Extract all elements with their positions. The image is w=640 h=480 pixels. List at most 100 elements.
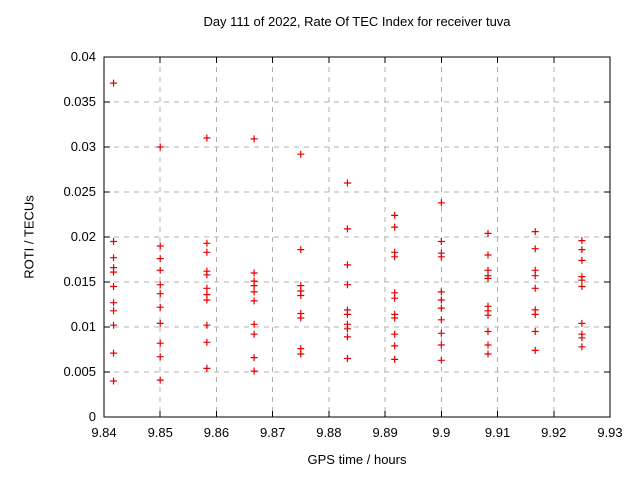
data-point-marker — [156, 281, 164, 289]
data-point-marker — [156, 353, 164, 361]
data-point-marker — [203, 284, 211, 292]
data-point-marker — [437, 238, 445, 245]
data-point-marker — [578, 246, 586, 254]
x-tick-label: 9.87 — [260, 425, 285, 440]
data-point-marker — [343, 281, 351, 289]
y-tick-label: 0.025 — [63, 184, 96, 199]
y-tick-label: 0.01 — [71, 319, 96, 334]
data-point-marker — [391, 314, 399, 322]
data-point-marker — [203, 239, 211, 247]
data-point-marker — [156, 242, 164, 250]
data-point-marker — [250, 135, 258, 143]
data-point-marker — [203, 296, 211, 304]
data-point-marker — [110, 307, 118, 315]
data-point-marker — [391, 223, 399, 231]
data-point-marker — [156, 266, 164, 274]
data-point-marker — [297, 246, 305, 254]
y-tick-label: 0.035 — [63, 94, 96, 109]
data-point-marker — [156, 319, 164, 327]
data-point-marker — [578, 237, 586, 245]
data-point-marker — [578, 276, 586, 284]
data-point-marker — [297, 150, 305, 158]
data-point-marker — [531, 346, 539, 354]
y-tick-label: 0 — [89, 409, 96, 424]
data-point-marker — [203, 134, 211, 142]
x-tick-label: 9.92 — [541, 425, 566, 440]
y-tick-label: 0.03 — [71, 139, 96, 154]
data-point-marker — [110, 377, 118, 385]
data-point-marker — [484, 274, 492, 282]
data-point-marker — [156, 339, 164, 347]
data-point-marker — [391, 330, 399, 338]
data-point-marker — [484, 311, 492, 319]
data-point-marker — [578, 334, 586, 342]
data-point-marker — [110, 349, 118, 357]
data-point-marker — [391, 253, 399, 261]
data-point-marker — [437, 329, 445, 337]
data-point-marker — [437, 341, 445, 349]
data-point-marker — [578, 256, 586, 264]
data-point-marker — [343, 310, 351, 318]
data-point-marker — [156, 143, 164, 151]
data-point-marker — [110, 299, 118, 307]
data-point-marker — [531, 245, 539, 253]
data-point-marker — [531, 328, 539, 335]
x-tick-label: 9.88 — [316, 425, 341, 440]
x-tick-label: 9.85 — [148, 425, 173, 440]
data-point-marker — [531, 228, 539, 236]
x-tick-label: 9.9 — [432, 425, 450, 440]
data-point-marker — [203, 321, 211, 329]
data-point-marker — [484, 328, 492, 335]
data-point-marker — [343, 325, 351, 333]
data-point-marker — [484, 251, 492, 259]
data-point-marker — [156, 290, 164, 298]
data-point-marker — [297, 314, 305, 322]
chart-title: Day 111 of 2022, Rate Of TEC Index for r… — [203, 14, 511, 29]
data-point-marker — [484, 350, 492, 358]
data-point-marker — [110, 321, 118, 329]
data-point-marker — [203, 364, 211, 372]
data-point-marker — [110, 254, 118, 262]
y-tick-label: 0.02 — [71, 229, 96, 244]
data-point-marker — [250, 297, 258, 305]
data-point-marker — [343, 355, 351, 362]
data-point-marker — [250, 288, 258, 296]
x-tick-label: 9.93 — [597, 425, 622, 440]
data-point-marker — [250, 354, 258, 362]
data-point-marker — [391, 342, 399, 350]
data-point-marker — [437, 253, 445, 261]
data-point-marker — [250, 330, 258, 338]
data-point-marker — [297, 350, 305, 358]
data-point-marker — [343, 261, 351, 269]
data-point-marker — [110, 79, 118, 87]
data-point-marker — [437, 296, 445, 304]
data-point-marker — [531, 310, 539, 318]
x-tick-label: 9.91 — [485, 425, 510, 440]
data-point-marker — [203, 248, 211, 256]
y-tick-label: 0.005 — [63, 364, 96, 379]
data-point-marker — [250, 367, 258, 375]
data-point-marker — [437, 356, 445, 364]
data-point-marker — [297, 292, 305, 299]
data-point-marker — [250, 320, 258, 328]
data-point-marker — [437, 288, 445, 296]
data-point-marker — [343, 225, 351, 233]
data-point-marker — [250, 269, 258, 277]
data-point-marker — [391, 294, 399, 302]
data-point-marker — [156, 303, 164, 311]
data-point-marker — [484, 341, 492, 349]
x-tick-label: 9.89 — [372, 425, 397, 440]
data-point-marker — [203, 271, 211, 279]
data-point-marker — [110, 238, 118, 245]
data-point-marker — [437, 316, 445, 324]
data-point-marker — [531, 284, 539, 292]
data-point-marker — [203, 338, 211, 346]
data-point-marker — [156, 255, 164, 263]
data-point-marker — [578, 283, 586, 290]
data-point-marker — [484, 229, 492, 237]
data-point-marker — [437, 199, 445, 207]
data-point-marker — [531, 272, 539, 280]
data-point-marker — [343, 179, 351, 187]
data-point-marker — [110, 283, 118, 290]
